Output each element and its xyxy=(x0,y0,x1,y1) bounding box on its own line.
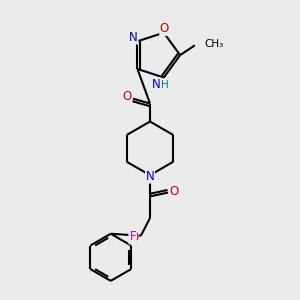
Text: H: H xyxy=(161,80,169,90)
Text: CH₃: CH₃ xyxy=(204,39,223,49)
Text: O: O xyxy=(122,91,132,103)
Text: N: N xyxy=(152,78,161,91)
Text: O: O xyxy=(160,22,169,35)
Text: O: O xyxy=(129,231,138,244)
Text: O: O xyxy=(169,185,178,198)
Text: N: N xyxy=(146,170,154,183)
Text: N: N xyxy=(129,31,138,44)
Text: F: F xyxy=(130,230,136,243)
